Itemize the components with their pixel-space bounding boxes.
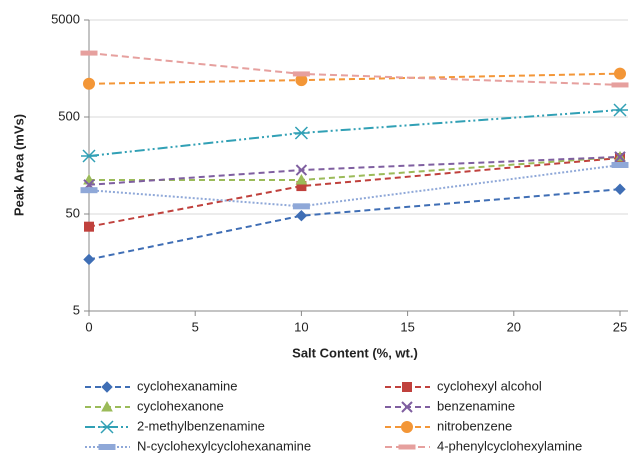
legend-marker	[401, 401, 413, 413]
x-axis-title: Salt Content (%, wt.)	[292, 345, 418, 360]
series-line	[88, 188, 621, 261]
x-tick-label: 0	[85, 319, 92, 334]
data-point	[614, 183, 626, 195]
y-tick-label: 500	[58, 108, 80, 123]
x-tick-label: 10	[294, 319, 308, 334]
y-axis-title: Peak Area (mVs)	[11, 114, 26, 216]
data-point	[80, 187, 98, 194]
y-tick-label: 50	[66, 205, 80, 220]
legend-label: benzenamine	[437, 398, 515, 413]
data-point	[292, 203, 310, 210]
data-point	[614, 67, 626, 80]
series-line	[88, 52, 621, 86]
data-point	[81, 149, 97, 163]
x-tick-label: 5	[192, 319, 199, 334]
series-line	[88, 156, 621, 228]
data-point	[611, 82, 629, 88]
data-point	[295, 173, 308, 185]
legend-marker	[98, 444, 116, 450]
legend-label: cyclohexanone	[137, 398, 224, 413]
data-point	[611, 162, 629, 169]
legend-label: nitrobenzene	[437, 418, 512, 433]
data-point	[614, 151, 626, 163]
y-tick-label: 5	[73, 302, 80, 317]
data-point	[293, 126, 310, 140]
y-tick-label: 5000	[51, 11, 80, 26]
data-point	[612, 103, 628, 117]
data-point	[83, 253, 95, 266]
data-point	[80, 50, 98, 56]
x-tick-label: 15	[400, 319, 414, 334]
legend-label: cyclohexyl alcohol	[437, 378, 542, 393]
data-point	[295, 210, 308, 222]
legend-marker	[401, 421, 413, 433]
data-point	[84, 221, 94, 232]
legend-label: 4-phenylcyclohexylamine	[437, 438, 582, 453]
legend-label: N-cyclohexylcyclohexanamine	[137, 438, 311, 453]
data-point	[295, 164, 308, 176]
series-line	[88, 164, 621, 208]
data-point	[83, 77, 95, 90]
legend-marker	[99, 420, 115, 434]
legend-label: cyclohexanamine	[137, 378, 237, 393]
legend-marker	[101, 400, 113, 412]
legend-marker	[402, 382, 412, 392]
legend-marker	[101, 381, 113, 393]
x-tick-label: 20	[507, 319, 521, 334]
series-line	[88, 155, 621, 186]
x-tick-label: 25	[613, 319, 627, 334]
legend-label: 2-methylbenzenamine	[137, 418, 265, 433]
legend-marker	[398, 444, 416, 450]
data-point	[292, 71, 310, 77]
